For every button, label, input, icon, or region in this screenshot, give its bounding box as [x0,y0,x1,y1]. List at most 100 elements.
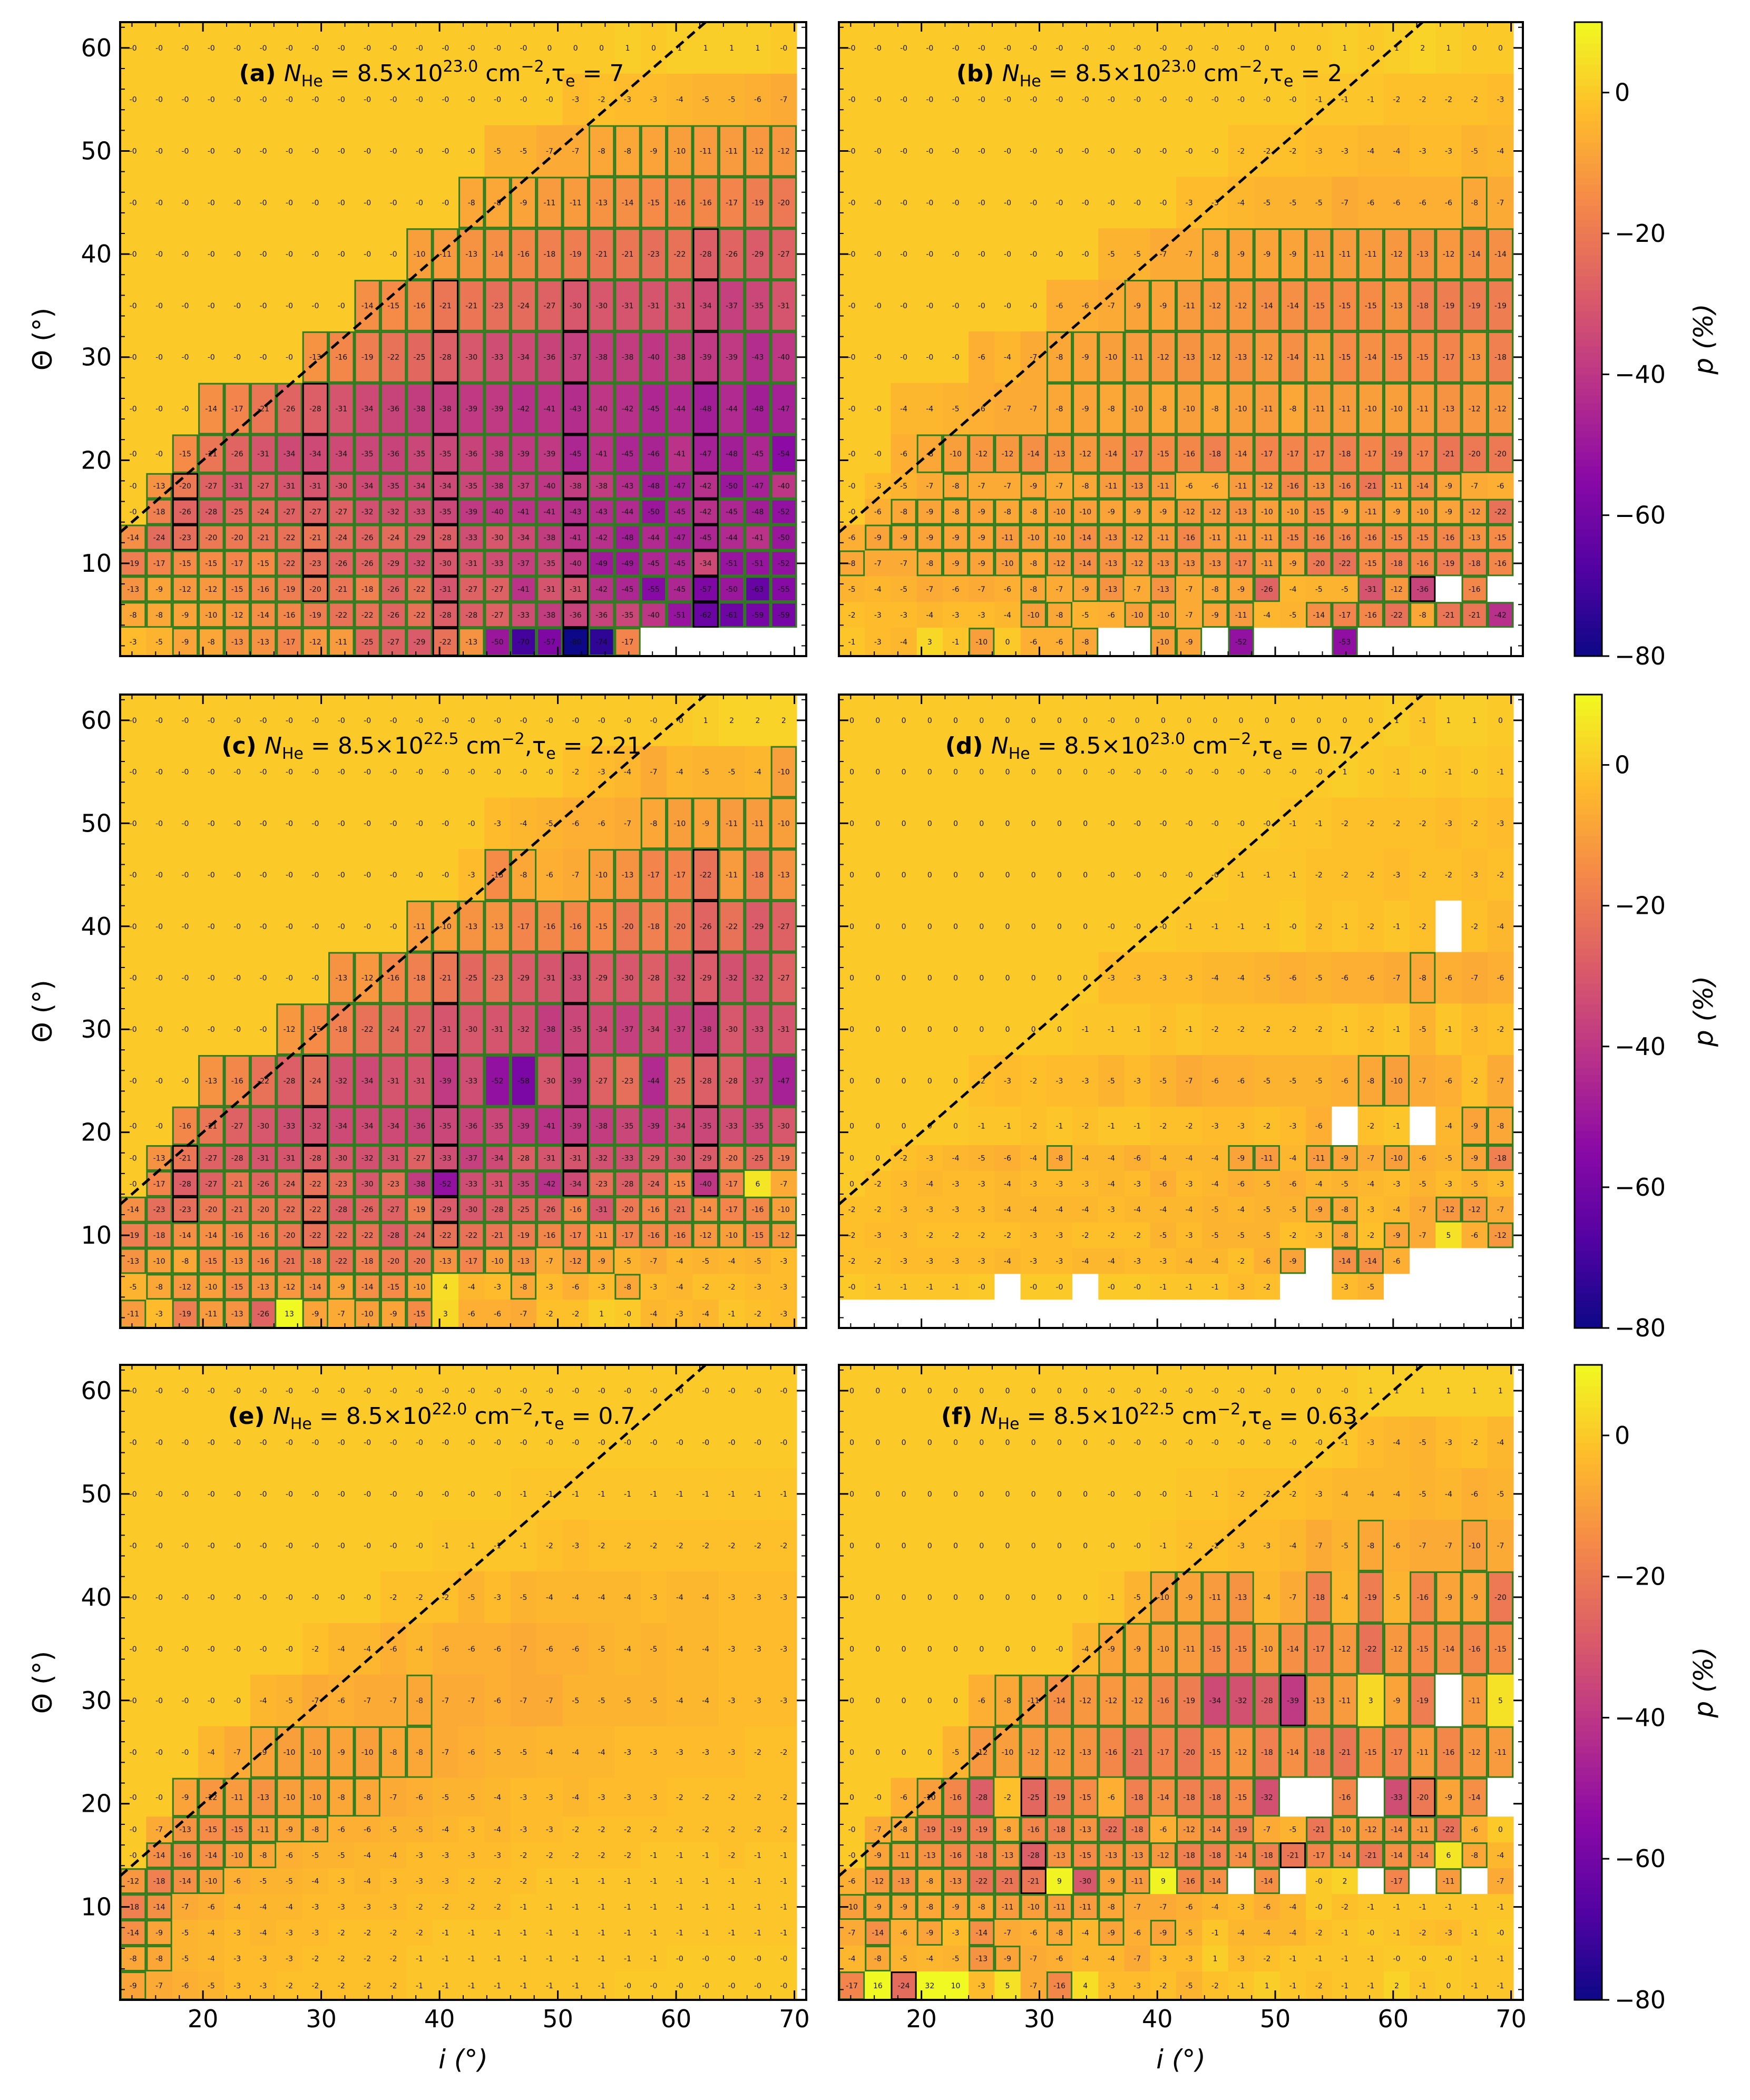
cell-value: -0 [338,250,345,259]
cell-value: -10 [778,819,790,828]
cell-value: -0 [442,44,449,53]
heatmap-cell-empty [1435,628,1462,657]
cell-value: -2 [1237,1025,1245,1034]
cell-value: -4 [1030,1206,1037,1214]
cell-value: -35 [414,450,426,458]
heatmap-cell [224,228,251,280]
cell-value: -15 [648,199,660,207]
cell-value: -5 [1237,1232,1245,1240]
heatmap-cell [198,228,225,280]
cell-value: -10 [439,923,452,931]
cell-value: -42 [700,508,712,516]
cell-value: -19 [570,250,582,259]
cell-value: -0 [848,1283,856,1292]
cell-box [745,228,771,280]
cell-value: -29 [517,974,530,982]
cell-value: -0 [442,819,449,828]
cell-value: -0 [900,302,907,310]
cell-value: -30 [335,1155,347,1163]
cell-value: -14 [700,1206,712,1214]
y-tick-label: 50 [81,809,112,837]
cell-value: -2 [848,1257,856,1266]
cell-value: -0 [442,1439,449,1447]
cell-value: -45 [752,450,764,458]
heatmap-cell [692,228,719,280]
cell-value: -0 [1108,819,1115,828]
cell-value: -0 [1186,44,1193,53]
cell-value: -22 [439,638,452,647]
cell-value: -35 [570,1025,582,1034]
cell-value: 0 [849,1180,854,1188]
cell-value: -34 [414,482,426,491]
cell-value: -40 [778,354,790,362]
cell-value: -12 [1079,450,1091,458]
cell-value: -18 [414,974,426,982]
cell-value: -9 [900,534,907,542]
cell-value: -3 [780,1594,787,1602]
cell-value: -0 [311,1594,319,1602]
cell-value: -0 [1211,44,1219,53]
cell-value: -0 [130,1645,137,1654]
cell-value: -1 [676,1490,683,1499]
cell-value: -3 [494,1283,501,1292]
cell-box [667,280,693,331]
cell-value: -4 [1367,148,1374,156]
cell-value: -4 [1082,1257,1089,1266]
cell-value: -5 [1263,1077,1270,1086]
cell-value: -21 [231,1180,243,1188]
cell-value: -35 [622,1122,634,1130]
cell-value: -0 [1133,1283,1141,1292]
cell-value: -0 [208,1645,215,1654]
cell-value: 0 [1005,717,1010,725]
cell-value: -5 [1419,1025,1426,1034]
heatmap-cell [328,331,355,384]
cell-value: -6 [1289,1180,1297,1188]
cell-value: -14 [1106,450,1118,458]
cell-value: -35 [752,302,764,310]
cell-value: -29 [414,638,426,647]
heatmap-cell-empty [1435,900,1462,953]
cell-value: -52 [439,1180,452,1188]
cell-value: -0 [130,1180,137,1188]
cell-value: -12 [1443,1206,1455,1214]
cell-value: -9 [1082,405,1089,414]
cell-value: -7 [926,585,933,594]
cell-value: -2 [874,1257,882,1266]
cell-value: -0 [494,768,501,777]
cell-value: -4 [1237,199,1245,207]
cell-value: -0 [208,717,215,725]
cell-value: -27 [335,508,347,516]
cell-value: -0 [468,717,475,725]
cell-value: -2 [390,1594,397,1602]
cell-value: -4 [1108,1257,1115,1266]
cell-value: -11 [1261,1155,1273,1163]
cell-value: -22 [673,250,686,259]
cell-value: -7 [1186,611,1193,620]
cell-value: -28 [205,508,217,516]
cell-value: -13 [1235,354,1247,362]
heatmap-cell [692,125,719,177]
cell-box [588,177,615,229]
cell-value: -31 [622,302,634,310]
cell-value: 0 [1135,717,1140,725]
cell-value: 0 [953,768,958,777]
cell-value: -0 [624,1439,631,1447]
cell-value: -0 [676,1439,683,1447]
cell-value: -10 [309,1749,321,1757]
cell-value: -0 [260,871,267,880]
cell-value: -3 [1133,1180,1141,1188]
cell-value: -13 [205,1077,217,1086]
cell-value: -20 [205,1206,217,1214]
cell-value: -19 [309,611,321,620]
cell-value: -10 [1079,508,1091,516]
cell-value: -40 [648,354,660,362]
cell-value: -4 [1004,1180,1011,1188]
cell-value: 0 [1057,819,1062,828]
cell-value: -10 [153,1257,165,1266]
cell-value: -0 [260,768,267,777]
cell-value: -15 [595,923,608,931]
cell-value: -20 [778,199,790,207]
cell-value: -3 [1030,1257,1037,1266]
cell-value: -2 [1367,923,1374,931]
cell-value: -14 [1261,302,1273,310]
